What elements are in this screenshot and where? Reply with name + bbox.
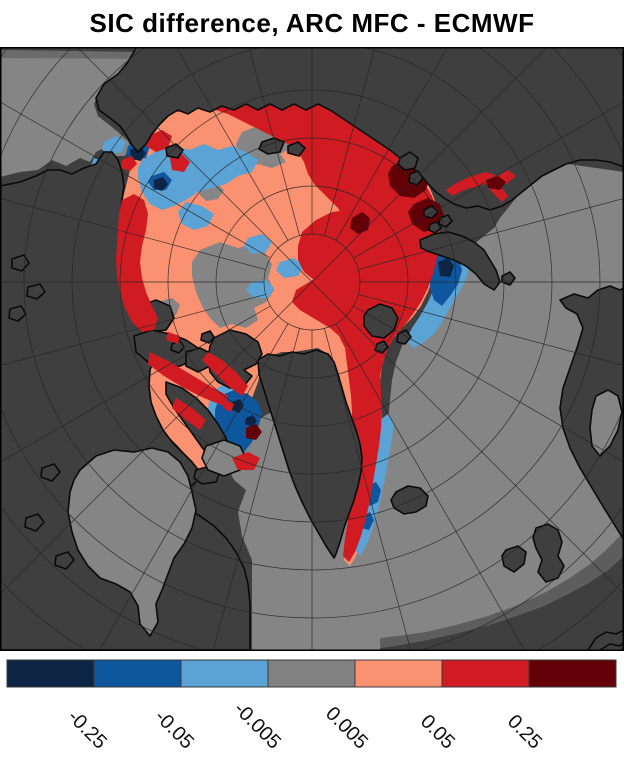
red-central-blob bbox=[298, 210, 366, 280]
arctic-map bbox=[0, 47, 624, 651]
colorbar: -0.25 -0.05 -0.005 0.005 0.05 0.25 bbox=[6, 659, 617, 754]
colorbar-cell bbox=[6, 659, 95, 688]
colorbar-tick-label: 0.25 bbox=[503, 710, 546, 753]
siberia bbox=[95, 47, 624, 211]
gulf-of-bothnia bbox=[589, 389, 623, 457]
france-coast bbox=[587, 629, 624, 651]
red-beaufort-coastal-band bbox=[116, 194, 158, 332]
colorbar-tick-labels: -0.25 -0.05 -0.005 0.005 0.05 0.25 bbox=[63, 698, 546, 754]
colorbar-cell bbox=[441, 659, 530, 688]
colorbar-tick-label: 0.05 bbox=[416, 710, 459, 753]
colorbar-tick-label: -0.25 bbox=[63, 706, 111, 754]
map-frame bbox=[0, 47, 624, 651]
colorbar-cell bbox=[93, 659, 182, 688]
graticule bbox=[0, 47, 624, 651]
colorbar-cell bbox=[180, 659, 269, 688]
novaya-zemlya bbox=[419, 231, 501, 291]
colorbar-tick-label: -0.005 bbox=[229, 698, 285, 754]
domain-corner bbox=[380, 556, 624, 651]
colorbar-cell bbox=[528, 659, 617, 688]
iceland bbox=[390, 485, 429, 515]
severnaya-zemlya bbox=[397, 151, 419, 171]
figure-title: SIC difference, ARC MFC - ECMWF bbox=[89, 8, 535, 38]
domain-edge-top bbox=[0, 50, 138, 59]
greenland bbox=[257, 349, 363, 559]
domain-edge-band bbox=[380, 532, 624, 648]
red-eurasian-arc bbox=[158, 92, 440, 562]
great-britain bbox=[532, 523, 565, 583]
colorbar-cell bbox=[354, 659, 443, 688]
svalbard bbox=[363, 303, 399, 339]
colorbar-tick-label: -0.05 bbox=[150, 706, 198, 754]
red-hudson-strait bbox=[232, 452, 260, 470]
colorbar-cells bbox=[6, 659, 617, 688]
ireland bbox=[501, 545, 527, 573]
hudson-bay bbox=[67, 447, 197, 637]
colorbar-cell bbox=[267, 659, 356, 688]
colorbar-tick-label: 0.005 bbox=[321, 703, 372, 754]
overlays bbox=[67, 170, 623, 637]
